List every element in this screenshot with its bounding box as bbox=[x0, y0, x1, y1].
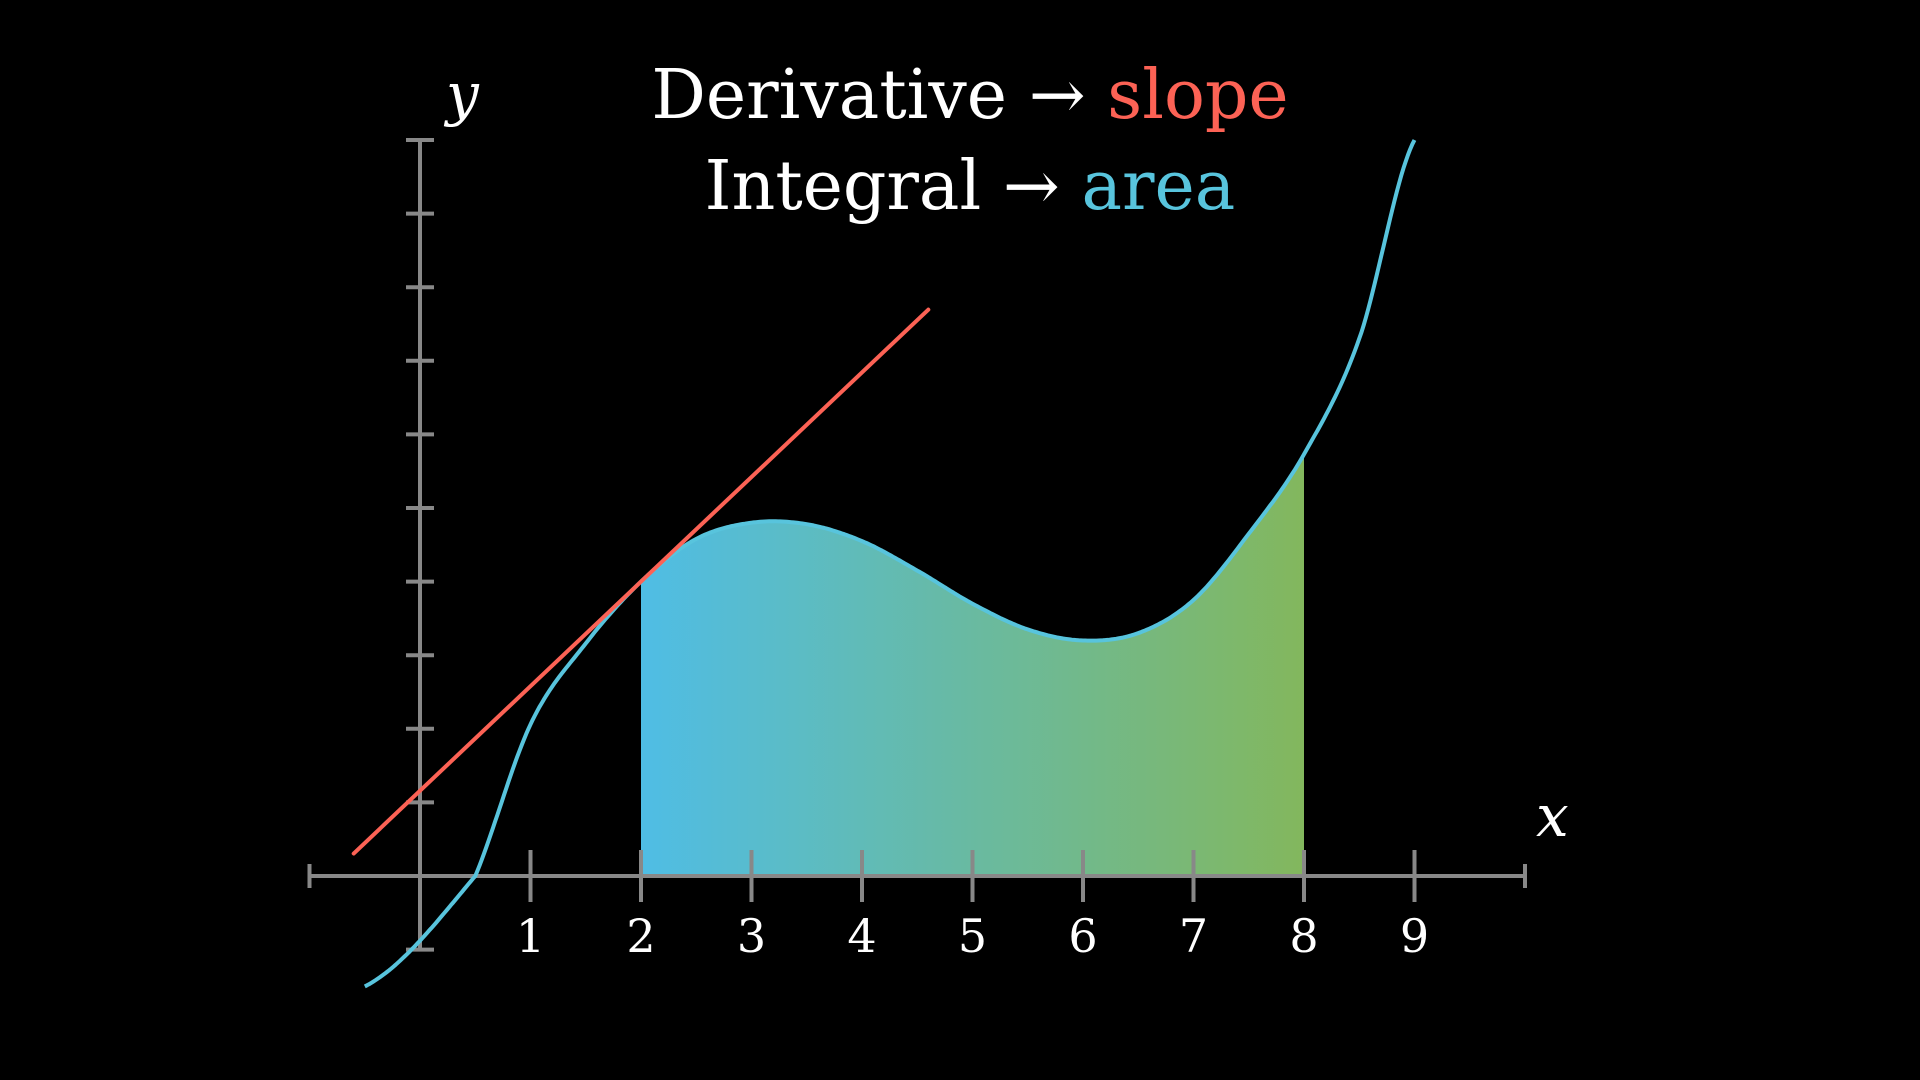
y-axis-label: y bbox=[443, 60, 480, 128]
integral-area bbox=[641, 454, 1304, 876]
x-tick-label-5: 5 bbox=[958, 909, 987, 963]
slope-word: slope bbox=[1107, 56, 1289, 135]
x-tick-label-7: 7 bbox=[1179, 909, 1208, 963]
heading-integral: Integral → area bbox=[10, 153, 1920, 221]
axes: 1 2 3 4 5 6 7 8 9 bbox=[307, 138, 1527, 963]
tangent-line bbox=[351, 307, 931, 856]
x-tick-label-3: 3 bbox=[737, 909, 766, 963]
integral-word: Integral bbox=[704, 147, 982, 226]
x-tick-label-4: 4 bbox=[847, 909, 876, 963]
x-tick-label-1: 1 bbox=[516, 909, 545, 963]
x-tick-label-9: 9 bbox=[1400, 909, 1429, 963]
arrow-right-icon: → bbox=[1002, 147, 1060, 226]
axis-labels: y x bbox=[443, 60, 1569, 850]
x-tick-label-2: 2 bbox=[626, 909, 655, 963]
x-tick-label-6: 6 bbox=[1068, 909, 1097, 963]
x-axis-label: x bbox=[1536, 782, 1569, 850]
tangent-line-layer bbox=[351, 307, 931, 856]
x-tick-label-8: 8 bbox=[1289, 909, 1318, 963]
function-curve bbox=[363, 139, 1417, 989]
arrow-right-icon: → bbox=[1028, 56, 1086, 135]
derivative-word: Derivative bbox=[651, 56, 1008, 135]
heading-derivative: Derivative → slope bbox=[10, 62, 1920, 130]
integral-area-layer bbox=[641, 454, 1304, 876]
area-word: area bbox=[1081, 147, 1236, 226]
function-curve-layer bbox=[363, 139, 1417, 989]
